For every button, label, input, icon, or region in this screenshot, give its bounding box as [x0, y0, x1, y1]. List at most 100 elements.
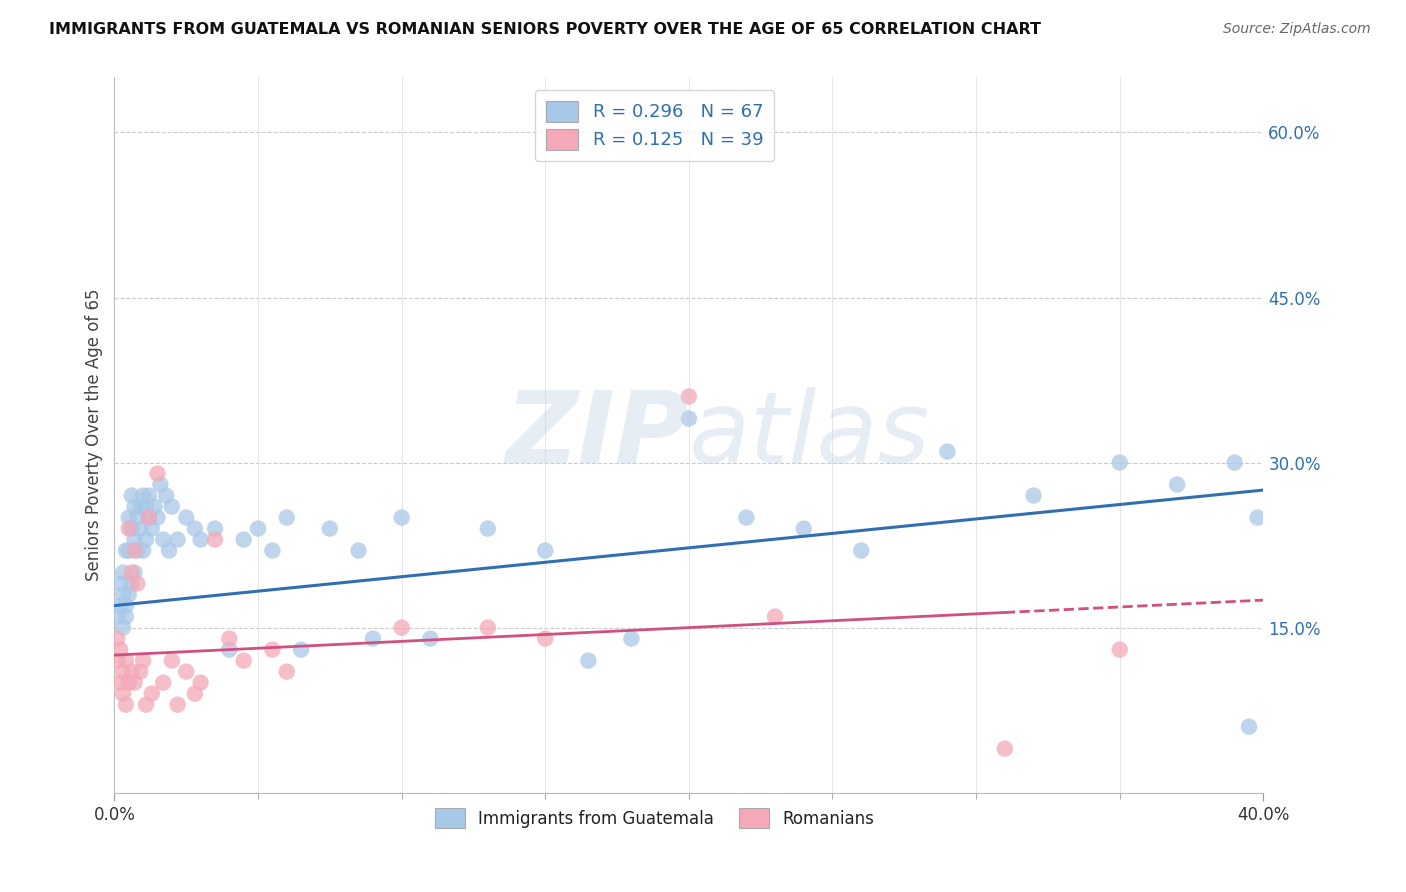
Point: [184, 687, 207, 701]
Point: [105, 609, 128, 624]
Text: Source: ZipAtlas.com: Source: ZipAtlas.com: [1223, 22, 1371, 37]
Point: [793, 522, 815, 536]
Point: [138, 489, 160, 503]
Point: [146, 467, 169, 481]
Point: [184, 522, 207, 536]
Point: [276, 665, 298, 679]
Point: [232, 654, 254, 668]
Point: [262, 543, 284, 558]
Point: [124, 675, 146, 690]
Point: [477, 522, 499, 536]
Point: [166, 698, 188, 712]
Point: [141, 522, 163, 536]
Point: [936, 444, 959, 458]
Point: [105, 654, 128, 668]
Point: [361, 632, 384, 646]
Point: [105, 632, 128, 646]
Point: [477, 621, 499, 635]
Point: [112, 687, 135, 701]
Point: [124, 543, 146, 558]
Point: [994, 741, 1017, 756]
Point: [166, 533, 188, 547]
Point: [124, 566, 146, 580]
Point: [347, 543, 370, 558]
Point: [118, 510, 141, 524]
Point: [121, 522, 143, 536]
Point: [143, 500, 166, 514]
Text: ZIP: ZIP: [506, 386, 689, 483]
Point: [576, 654, 599, 668]
Point: [1246, 510, 1268, 524]
Point: [115, 654, 138, 668]
Point: [160, 500, 183, 514]
Point: [132, 543, 155, 558]
Point: [232, 533, 254, 547]
Point: [112, 621, 135, 635]
Point: [108, 642, 131, 657]
Point: [129, 522, 152, 536]
Point: [620, 632, 643, 646]
Point: [391, 510, 413, 524]
Point: [138, 510, 160, 524]
Point: [127, 543, 149, 558]
Point: [678, 411, 700, 425]
Point: [1108, 456, 1130, 470]
Point: [138, 510, 160, 524]
Point: [115, 543, 138, 558]
Y-axis label: Seniors Poverty Over the Age of 65: Seniors Poverty Over the Age of 65: [86, 289, 103, 582]
Point: [534, 543, 557, 558]
Point: [115, 698, 138, 712]
Point: [218, 632, 240, 646]
Point: [1223, 456, 1246, 470]
Point: [851, 543, 873, 558]
Point: [127, 576, 149, 591]
Point: [247, 522, 270, 536]
Point: [204, 522, 226, 536]
Point: [735, 510, 758, 524]
Point: [121, 576, 143, 591]
Point: [290, 642, 312, 657]
Point: [118, 675, 141, 690]
Point: [1108, 642, 1130, 657]
Point: [115, 599, 138, 613]
Point: [121, 489, 143, 503]
Point: [135, 533, 157, 547]
Point: [132, 654, 155, 668]
Point: [149, 477, 172, 491]
Point: [127, 510, 149, 524]
Point: [112, 588, 135, 602]
Point: [157, 543, 180, 558]
Point: [160, 654, 183, 668]
Point: [763, 609, 786, 624]
Point: [190, 533, 212, 547]
Point: [129, 500, 152, 514]
Point: [534, 632, 557, 646]
Point: [174, 510, 197, 524]
Point: [108, 576, 131, 591]
Point: [132, 489, 155, 503]
Point: [118, 543, 141, 558]
Point: [108, 675, 131, 690]
Point: [152, 533, 174, 547]
Point: [124, 500, 146, 514]
Point: [155, 489, 177, 503]
Point: [135, 698, 157, 712]
Point: [190, 675, 212, 690]
Point: [146, 510, 169, 524]
Point: [276, 510, 298, 524]
Point: [1166, 477, 1188, 491]
Point: [419, 632, 441, 646]
Point: [121, 566, 143, 580]
Point: [218, 642, 240, 657]
Point: [1022, 489, 1045, 503]
Point: [112, 566, 135, 580]
Point: [204, 533, 226, 547]
Point: [115, 609, 138, 624]
Point: [152, 675, 174, 690]
Point: [112, 665, 135, 679]
Point: [118, 588, 141, 602]
Point: [124, 533, 146, 547]
Point: [678, 390, 700, 404]
Point: [108, 599, 131, 613]
Point: [135, 500, 157, 514]
